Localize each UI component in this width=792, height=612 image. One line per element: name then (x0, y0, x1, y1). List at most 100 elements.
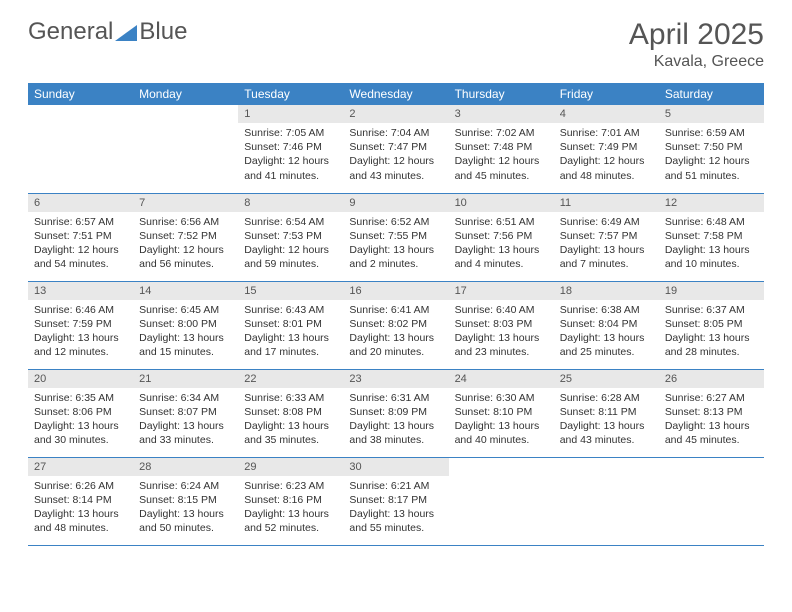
day-details: Sunrise: 6:49 AMSunset: 7:57 PMDaylight:… (554, 212, 659, 278)
day-details: Sunrise: 6:27 AMSunset: 8:13 PMDaylight:… (659, 388, 764, 454)
day-number: 3 (449, 105, 554, 123)
day-details: Sunrise: 6:28 AMSunset: 8:11 PMDaylight:… (554, 388, 659, 454)
day-details: Sunrise: 6:34 AMSunset: 8:07 PMDaylight:… (133, 388, 238, 454)
calendar-cell: 5Sunrise: 6:59 AMSunset: 7:50 PMDaylight… (659, 105, 764, 193)
logo-triangle-icon (115, 23, 137, 41)
day-number: 16 (343, 282, 448, 300)
day-number: 4 (554, 105, 659, 123)
calendar-cell: 6Sunrise: 6:57 AMSunset: 7:51 PMDaylight… (28, 193, 133, 281)
day-details: Sunrise: 6:26 AMSunset: 8:14 PMDaylight:… (28, 476, 133, 542)
weekday-header: Tuesday (238, 83, 343, 105)
day-number: 2 (343, 105, 448, 123)
day-number: 12 (659, 194, 764, 212)
day-number: 8 (238, 194, 343, 212)
calendar-cell: 12Sunrise: 6:48 AMSunset: 7:58 PMDayligh… (659, 193, 764, 281)
calendar-cell: 30Sunrise: 6:21 AMSunset: 8:17 PMDayligh… (343, 457, 448, 545)
day-details: Sunrise: 6:37 AMSunset: 8:05 PMDaylight:… (659, 300, 764, 366)
calendar-cell-empty (133, 105, 238, 193)
day-details: Sunrise: 6:24 AMSunset: 8:15 PMDaylight:… (133, 476, 238, 542)
calendar-cell: 10Sunrise: 6:51 AMSunset: 7:56 PMDayligh… (449, 193, 554, 281)
calendar-cell: 23Sunrise: 6:31 AMSunset: 8:09 PMDayligh… (343, 369, 448, 457)
day-details: Sunrise: 6:56 AMSunset: 7:52 PMDaylight:… (133, 212, 238, 278)
calendar-cell: 4Sunrise: 7:01 AMSunset: 7:49 PMDaylight… (554, 105, 659, 193)
header: General Blue April 2025 Kavala, Greece (28, 18, 764, 71)
day-number: 18 (554, 282, 659, 300)
day-details: Sunrise: 6:30 AMSunset: 8:10 PMDaylight:… (449, 388, 554, 454)
day-number: 26 (659, 370, 764, 388)
calendar-cell: 8Sunrise: 6:54 AMSunset: 7:53 PMDaylight… (238, 193, 343, 281)
day-details: Sunrise: 7:02 AMSunset: 7:48 PMDaylight:… (449, 123, 554, 189)
day-details: Sunrise: 6:59 AMSunset: 7:50 PMDaylight:… (659, 123, 764, 189)
day-number: 10 (449, 194, 554, 212)
calendar-cell: 25Sunrise: 6:28 AMSunset: 8:11 PMDayligh… (554, 369, 659, 457)
day-details: Sunrise: 6:38 AMSunset: 8:04 PMDaylight:… (554, 300, 659, 366)
day-details: Sunrise: 6:46 AMSunset: 7:59 PMDaylight:… (28, 300, 133, 366)
day-details: Sunrise: 6:21 AMSunset: 8:17 PMDaylight:… (343, 476, 448, 542)
calendar-cell: 27Sunrise: 6:26 AMSunset: 8:14 PMDayligh… (28, 457, 133, 545)
calendar-cell: 2Sunrise: 7:04 AMSunset: 7:47 PMDaylight… (343, 105, 448, 193)
calendar-table: SundayMondayTuesdayWednesdayThursdayFrid… (28, 83, 764, 546)
day-number: 14 (133, 282, 238, 300)
calendar-cell: 28Sunrise: 6:24 AMSunset: 8:15 PMDayligh… (133, 457, 238, 545)
day-details: Sunrise: 6:48 AMSunset: 7:58 PMDaylight:… (659, 212, 764, 278)
calendar-cell: 19Sunrise: 6:37 AMSunset: 8:05 PMDayligh… (659, 281, 764, 369)
day-number: 1 (238, 105, 343, 123)
weekday-header: Saturday (659, 83, 764, 105)
calendar-row: 1Sunrise: 7:05 AMSunset: 7:46 PMDaylight… (28, 105, 764, 193)
day-details: Sunrise: 7:01 AMSunset: 7:49 PMDaylight:… (554, 123, 659, 189)
day-number: 13 (28, 282, 133, 300)
calendar-cell: 29Sunrise: 6:23 AMSunset: 8:16 PMDayligh… (238, 457, 343, 545)
calendar-cell: 16Sunrise: 6:41 AMSunset: 8:02 PMDayligh… (343, 281, 448, 369)
day-details: Sunrise: 6:41 AMSunset: 8:02 PMDaylight:… (343, 300, 448, 366)
day-details: Sunrise: 6:40 AMSunset: 8:03 PMDaylight:… (449, 300, 554, 366)
day-number: 15 (238, 282, 343, 300)
logo-text-2: Blue (139, 18, 187, 46)
calendar-cell: 24Sunrise: 6:30 AMSunset: 8:10 PMDayligh… (449, 369, 554, 457)
calendar-row: 20Sunrise: 6:35 AMSunset: 8:06 PMDayligh… (28, 369, 764, 457)
calendar-body: 1Sunrise: 7:05 AMSunset: 7:46 PMDaylight… (28, 105, 764, 545)
calendar-head: SundayMondayTuesdayWednesdayThursdayFrid… (28, 83, 764, 105)
day-number: 17 (449, 282, 554, 300)
calendar-cell-empty (554, 457, 659, 545)
calendar-cell: 22Sunrise: 6:33 AMSunset: 8:08 PMDayligh… (238, 369, 343, 457)
calendar-cell-empty (659, 457, 764, 545)
calendar-cell: 21Sunrise: 6:34 AMSunset: 8:07 PMDayligh… (133, 369, 238, 457)
day-details: Sunrise: 7:04 AMSunset: 7:47 PMDaylight:… (343, 123, 448, 189)
day-number: 28 (133, 458, 238, 476)
calendar-cell: 11Sunrise: 6:49 AMSunset: 7:57 PMDayligh… (554, 193, 659, 281)
day-number: 20 (28, 370, 133, 388)
day-number: 6 (28, 194, 133, 212)
day-details: Sunrise: 6:33 AMSunset: 8:08 PMDaylight:… (238, 388, 343, 454)
day-number: 24 (449, 370, 554, 388)
day-number: 23 (343, 370, 448, 388)
logo: General Blue (28, 18, 187, 46)
calendar-cell: 13Sunrise: 6:46 AMSunset: 7:59 PMDayligh… (28, 281, 133, 369)
title-block: April 2025 Kavala, Greece (629, 18, 764, 71)
day-details: Sunrise: 6:51 AMSunset: 7:56 PMDaylight:… (449, 212, 554, 278)
month-title: April 2025 (629, 18, 764, 51)
location: Kavala, Greece (629, 53, 764, 71)
day-details: Sunrise: 6:57 AMSunset: 7:51 PMDaylight:… (28, 212, 133, 278)
day-number: 25 (554, 370, 659, 388)
calendar-cell-empty (449, 457, 554, 545)
day-number: 21 (133, 370, 238, 388)
calendar-cell: 1Sunrise: 7:05 AMSunset: 7:46 PMDaylight… (238, 105, 343, 193)
calendar-cell: 15Sunrise: 6:43 AMSunset: 8:01 PMDayligh… (238, 281, 343, 369)
calendar-cell: 7Sunrise: 6:56 AMSunset: 7:52 PMDaylight… (133, 193, 238, 281)
day-number: 9 (343, 194, 448, 212)
calendar-row: 27Sunrise: 6:26 AMSunset: 8:14 PMDayligh… (28, 457, 764, 545)
day-number: 7 (133, 194, 238, 212)
logo-text-1: General (28, 18, 113, 46)
weekday-header: Sunday (28, 83, 133, 105)
weekday-header: Friday (554, 83, 659, 105)
day-details: Sunrise: 6:35 AMSunset: 8:06 PMDaylight:… (28, 388, 133, 454)
day-number: 29 (238, 458, 343, 476)
day-number: 19 (659, 282, 764, 300)
weekday-header: Monday (133, 83, 238, 105)
calendar-row: 6Sunrise: 6:57 AMSunset: 7:51 PMDaylight… (28, 193, 764, 281)
day-details: Sunrise: 7:05 AMSunset: 7:46 PMDaylight:… (238, 123, 343, 189)
calendar-cell: 18Sunrise: 6:38 AMSunset: 8:04 PMDayligh… (554, 281, 659, 369)
weekday-header: Wednesday (343, 83, 448, 105)
day-details: Sunrise: 6:23 AMSunset: 8:16 PMDaylight:… (238, 476, 343, 542)
day-number: 27 (28, 458, 133, 476)
